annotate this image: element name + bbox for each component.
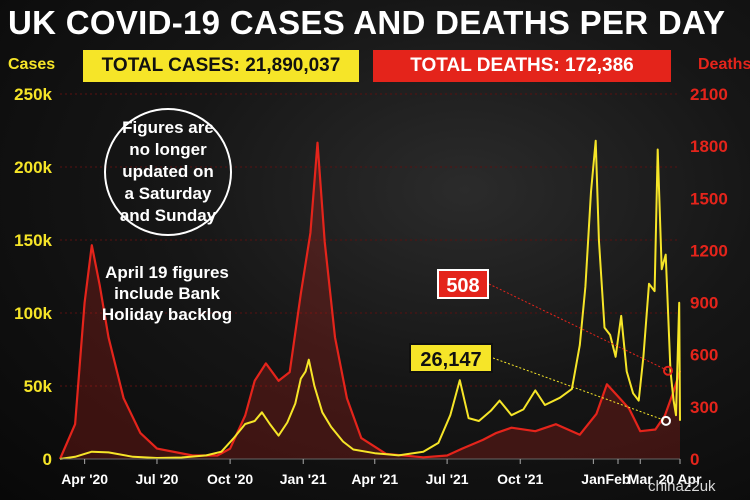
right-tick-label: 900: [690, 294, 718, 313]
deaths-latest-callout: 508: [437, 269, 489, 299]
x-tick-label: Feb: [606, 471, 631, 487]
left-tick-label: 250k: [14, 85, 52, 104]
left-axis-unit: Cases: [8, 56, 56, 73]
right-tick-label: 1800: [690, 137, 728, 156]
watermark: chinaz2uk: [648, 478, 716, 495]
x-tick-label: Jul '20: [135, 471, 178, 487]
x-tick-label: Oct '21: [497, 471, 543, 487]
left-tick-label: 200k: [14, 158, 52, 177]
cases-latest-marker: [661, 415, 671, 426]
x-tick-label: Apr '21: [351, 471, 398, 487]
deaths-leader-line: [488, 283, 669, 372]
deaths-latest-marker: [663, 365, 673, 376]
total-deaths-badge: TOTAL DEATHS: 172,386: [373, 50, 671, 82]
deaths-line: [58, 141, 682, 460]
weekend-note-text: Figures are no longer updated on a Satur…: [119, 118, 217, 225]
weekend-note-circle: Figures are no longer updated on a Satur…: [104, 108, 232, 236]
right-tick-label: 0: [690, 450, 699, 469]
left-tick-label: 0: [43, 450, 52, 469]
x-tick-label: Jan '21: [280, 471, 327, 487]
x-tick-label: Oct '20: [207, 471, 253, 487]
right-tick-label: 600: [690, 346, 718, 365]
cases-leader-line: [492, 357, 667, 422]
x-tick-label: Apr '20: [61, 471, 108, 487]
cases-latest-callout: 26,147: [409, 343, 493, 373]
right-tick-label: 300: [690, 398, 718, 417]
left-tick-label: 100k: [14, 304, 52, 323]
bank-holiday-note: April 19 figures include Bank Holiday ba…: [101, 263, 233, 324]
x-tick-label: 20 Apr: [658, 471, 702, 487]
x-tick-label: Mar: [628, 471, 653, 487]
cases-line: [59, 139, 681, 460]
left-tick-label: 50k: [24, 377, 53, 396]
deaths-area: [60, 142, 680, 459]
right-tick-label: 1500: [690, 189, 728, 208]
x-tick-label: Jul '21: [426, 471, 469, 487]
chart-title: UK COVID-19 CASES AND DEATHS PER DAY: [8, 4, 726, 41]
total-cases-badge: TOTAL CASES: 21,890,037: [83, 50, 359, 82]
left-tick-label: 150k: [14, 231, 52, 250]
x-tick-label: Jan: [581, 471, 605, 487]
right-tick-label: 1200: [690, 241, 728, 260]
right-axis-unit: Deaths: [698, 56, 750, 73]
right-tick-label: 2100: [690, 85, 728, 104]
